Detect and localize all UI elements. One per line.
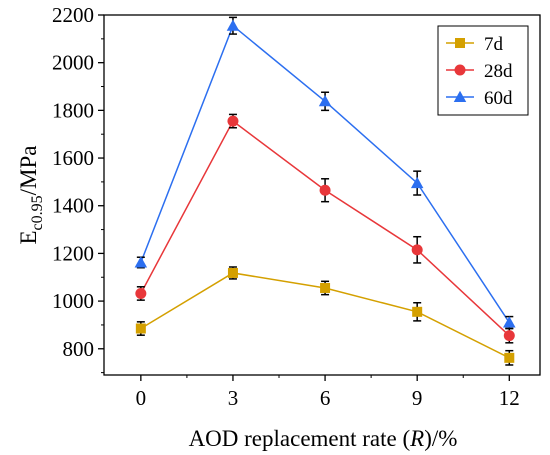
x-tick-label: 12 bbox=[499, 386, 520, 410]
legend-marker bbox=[455, 38, 465, 48]
data-point bbox=[135, 323, 146, 334]
y-tick-label: 2000 bbox=[52, 51, 94, 75]
y-axis-title-main: E bbox=[16, 230, 41, 244]
x-axis-title-part-before: AOD replacement rate ( bbox=[189, 426, 411, 451]
data-point bbox=[319, 184, 331, 196]
legend-label: 28d bbox=[484, 61, 513, 82]
x-axis-title-part-after: )/% bbox=[424, 426, 457, 451]
y-axis-title: Ec0.95/MPa bbox=[16, 145, 46, 244]
series-7d bbox=[135, 266, 515, 366]
y-axis: 800 1000 1200 1400 1600 1800 2000 2200 bbox=[52, 3, 104, 374]
y-tick-label: 1400 bbox=[52, 194, 94, 218]
x-tick-label: 6 bbox=[320, 386, 331, 410]
x-axis-title-part-italic: R bbox=[409, 426, 424, 451]
y-tick-label: 1000 bbox=[52, 289, 94, 313]
legend-label: 7d bbox=[484, 34, 504, 55]
y-tick-label: 1600 bbox=[52, 146, 94, 170]
y-axis-title-unit: /MPa bbox=[16, 145, 41, 195]
legend-item-60d: 60d bbox=[446, 88, 513, 109]
x-tick-label: 9 bbox=[412, 386, 423, 410]
legend-marker bbox=[454, 64, 466, 76]
legend: 7d 28d 60d bbox=[437, 25, 529, 116]
data-point bbox=[412, 306, 423, 317]
legend-item-7d: 7d bbox=[446, 34, 504, 55]
data-point bbox=[227, 115, 239, 127]
data-point bbox=[135, 287, 147, 299]
data-point bbox=[226, 19, 240, 31]
y-tick-label: 1200 bbox=[52, 241, 94, 265]
y-tick-label: 1800 bbox=[52, 98, 94, 122]
y-tick-label: 800 bbox=[63, 337, 95, 361]
series-28d bbox=[135, 113, 515, 344]
x-tick-label: 0 bbox=[136, 386, 147, 410]
data-point bbox=[318, 95, 332, 107]
x-tick-label: 3 bbox=[228, 386, 239, 410]
plot-frame bbox=[103, 14, 541, 376]
legend-label: 60d bbox=[484, 88, 513, 109]
data-point bbox=[503, 330, 515, 342]
data-point bbox=[503, 316, 516, 328]
data-point bbox=[411, 244, 423, 256]
series-group bbox=[134, 16, 516, 366]
legend-item-28d: 28d bbox=[446, 61, 513, 82]
x-axis: 0 3 6 9 12 bbox=[136, 375, 520, 410]
x-axis-title: AOD replacement rate (R)/% bbox=[189, 426, 458, 451]
data-point bbox=[134, 256, 148, 268]
data-point bbox=[410, 176, 424, 189]
legend-marker bbox=[453, 90, 467, 102]
data-point bbox=[320, 282, 331, 293]
y-axis-title-subscript: c0.95 bbox=[29, 195, 46, 230]
series-line bbox=[140, 119, 510, 337]
y-tick-label: 2200 bbox=[52, 3, 94, 27]
series-60d bbox=[134, 16, 516, 330]
data-point bbox=[227, 267, 238, 278]
data-point bbox=[504, 352, 515, 363]
